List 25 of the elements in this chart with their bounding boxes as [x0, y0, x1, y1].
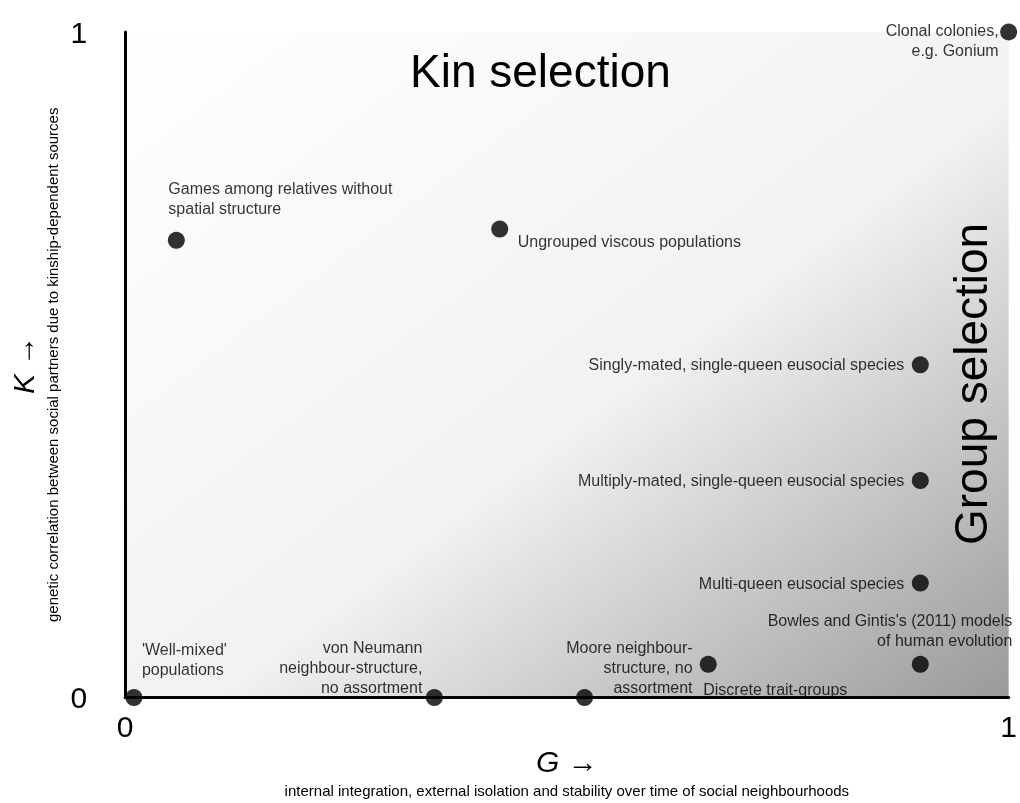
- annotation: Clonal colonies, e.g. Gonium: [885, 21, 999, 59]
- annotation: von Neumann neighbour-structure, no assortment: [279, 639, 423, 697]
- point: [491, 220, 509, 238]
- annotation: Moore neighbour- structure, no assortment: [566, 639, 694, 697]
- annotation: Kin selection: [410, 45, 671, 97]
- point: [1000, 23, 1018, 41]
- point: [125, 689, 143, 707]
- annotation: Multi-queen eusocial species: [698, 574, 905, 592]
- annotation: Ungrouped viscous populations: [517, 232, 741, 250]
- annotation: Singly-mated, single-queen eusocial species: [588, 356, 905, 374]
- point: [911, 655, 929, 673]
- point: [425, 689, 443, 707]
- point: [911, 356, 929, 374]
- annotation: Games among relatives without spatial structure: [168, 179, 393, 217]
- annotation: Group selection: [945, 222, 997, 545]
- annotation: Multiply-mated, single-queen eusocial species: [577, 472, 905, 490]
- point: [699, 655, 717, 673]
- annotation: 'Well-mixed' populations: [141, 641, 227, 679]
- x-axis-title: G → internal integration, external isolation and stability over time of social neighbourhoods: [284, 745, 850, 799]
- y-axis-title: K → genetic correlation between social partners due to kinship-dependent sources: [6, 107, 61, 623]
- point: [576, 689, 594, 707]
- annotation: Discrete trait-groups: [703, 680, 848, 698]
- point: [167, 231, 185, 249]
- point: [911, 472, 929, 490]
- point: [911, 574, 929, 592]
